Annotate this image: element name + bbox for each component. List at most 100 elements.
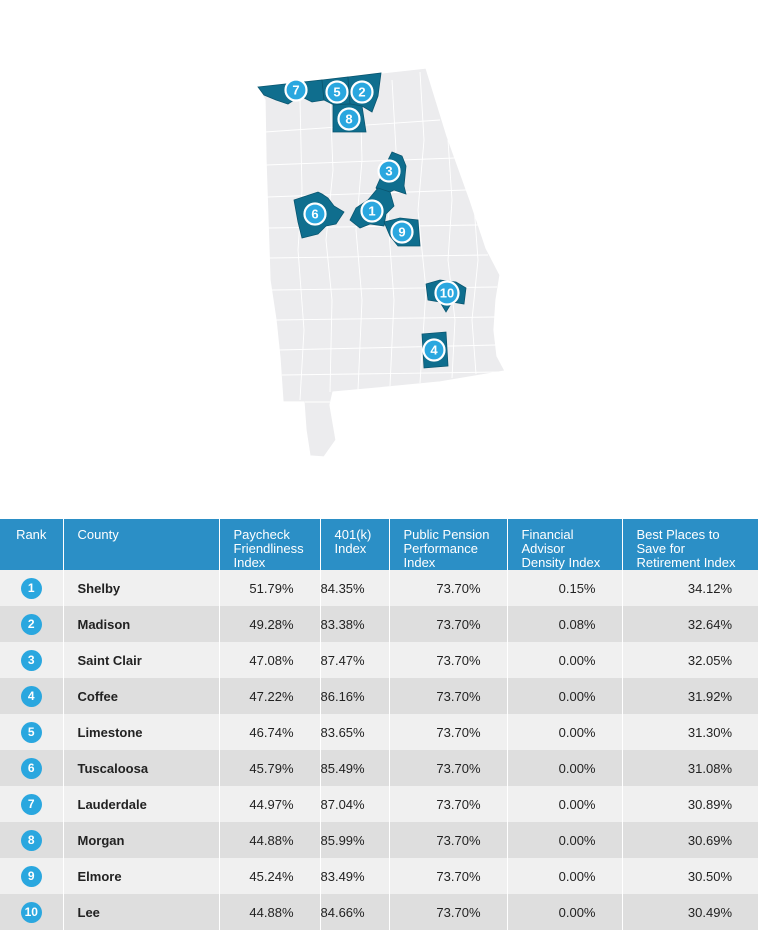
map-pin-circle [360, 199, 384, 223]
pension-cell: 73.70% [389, 606, 508, 642]
county-cell: Coffee [63, 678, 220, 714]
table-row: 6 Tuscaloosa 45.79% 85.49% 73.70% 0.00% 31.08% [0, 750, 758, 786]
paycheck-cell: 46.74% [219, 714, 321, 750]
header-line: Index [334, 541, 367, 556]
header-paycheck: Paycheck Friendliness Index [219, 519, 321, 570]
header-line: Rank [16, 527, 47, 542]
map-pin-label: 2 [358, 85, 365, 100]
rank-badge: 8 [20, 829, 42, 851]
table-row: 5 Limestone 46.74% 83.65% 73.70% 0.00% 31.30% [0, 714, 758, 750]
county-cell: Shelby [63, 570, 220, 606]
table-row: 7 Lauderdale 44.97% 87.04% 73.70% 0.00% 30.89% [0, 786, 758, 822]
table-row: 10 Lee 44.88% 84.66% 73.70% 0.00% 30.49% [0, 894, 758, 930]
rank-cell: 2 [0, 606, 64, 642]
best-cell: 32.64% [622, 606, 758, 642]
county-cell: Saint Clair [63, 642, 220, 678]
advisor-cell: 0.00% [507, 714, 623, 750]
rankings-table: Rank County Paycheck Friendliness Index 401(k… [0, 519, 758, 930]
header-line: Paycheck [233, 527, 290, 542]
k401-cell: 84.66% [320, 894, 390, 930]
rank-cell: 1 [0, 570, 64, 606]
rank-cell: 9 [0, 858, 64, 894]
paycheck-cell: 44.88% [219, 822, 321, 858]
best-cell: 30.69% [622, 822, 758, 858]
rank-badge: 7 [20, 793, 42, 815]
paycheck-cell: 47.08% [219, 642, 321, 678]
header-line: County [77, 527, 119, 542]
map-pin-circle [434, 280, 460, 306]
county-map: 7 5 2 8 3 6 1 9 10 4 [257, 67, 506, 458]
rank-cell: 3 [0, 642, 64, 678]
map-pin-label: 6 [311, 207, 318, 222]
k401-cell: 83.49% [320, 858, 390, 894]
k401-cell: 86.16% [320, 678, 390, 714]
map-pin-5: 5 [325, 80, 349, 104]
map-pin-circle [325, 80, 349, 104]
rank-cell: 7 [0, 786, 64, 822]
advisor-cell: 0.00% [507, 750, 623, 786]
header-pension: Public Pension Performance Index [389, 519, 508, 570]
best-cell: 30.49% [622, 894, 758, 930]
county-cell: Limestone [63, 714, 220, 750]
map-pin-circle [303, 202, 327, 226]
k401-cell: 87.47% [320, 642, 390, 678]
map-pin-label: 10 [440, 286, 454, 301]
rank-badge: 2 [20, 613, 42, 635]
rank-pins: 7 5 28 3 6 1 9 10 4 [284, 78, 460, 362]
pension-cell: 73.70% [389, 786, 508, 822]
advisor-cell: 0.00% [507, 894, 623, 930]
k401-cell: 85.99% [320, 822, 390, 858]
rank-cell: 8 [0, 822, 64, 858]
county-cell: Lauderdale [63, 786, 220, 822]
map-pin-circle [284, 78, 308, 102]
county-cell: Tuscaloosa [63, 750, 220, 786]
header-line: Density Index [521, 555, 601, 570]
map-pin-circle [350, 80, 374, 104]
header-line: Retirement Index [636, 555, 736, 570]
header-line: Public Pension [403, 527, 490, 542]
pension-cell: 73.70% [389, 570, 508, 606]
header-advisor: Financial Advisor Density Index [507, 519, 623, 570]
best-cell: 31.08% [622, 750, 758, 786]
table-row: 3 Saint Clair 47.08% 87.47% 73.70% 0.00% 32.05… [0, 642, 758, 678]
pension-cell: 73.70% [389, 894, 508, 930]
map-pin-circle [337, 107, 361, 131]
map-pin-label: 3 [385, 164, 392, 179]
header-county: County [63, 519, 220, 570]
rank-cell: 6 [0, 750, 64, 786]
best-cell: 31.92% [622, 678, 758, 714]
map-pin-label: 4 [430, 343, 438, 358]
header-line: Financial [521, 527, 574, 542]
header-line: Save for [636, 541, 685, 556]
rank-badge: 6 [20, 757, 42, 779]
pension-cell: 73.70% [389, 642, 508, 678]
rank-badge: 10 [20, 901, 42, 923]
table-header-row: Rank County Paycheck Friendliness Index 401(k… [0, 519, 758, 570]
map-pin-label: 1 [368, 204, 375, 219]
table-row: 1 Shelby 51.79% 84.35% 73.70% 0.15% 34.12% [0, 570, 758, 606]
pension-cell: 73.70% [389, 714, 508, 750]
map-pin-3: 3 [377, 159, 401, 183]
map-pin-6: 6 [303, 202, 327, 226]
header-rank: Rank [0, 519, 64, 570]
k401-cell: 83.65% [320, 714, 390, 750]
rank-badge: 1 [20, 577, 42, 599]
county-cell: Morgan [63, 822, 220, 858]
pension-cell: 73.70% [389, 678, 508, 714]
paycheck-cell: 45.79% [219, 750, 321, 786]
map-pin-2: 2 [350, 80, 374, 104]
paycheck-cell: 49.28% [219, 606, 321, 642]
map-pin-10: 10 [434, 280, 460, 306]
table-body: 1 Shelby 51.79% 84.35% 73.70% 0.15% 34.12% 2 Mad… [0, 570, 758, 930]
map-pin-circle [422, 338, 446, 362]
rank-cell: 4 [0, 678, 64, 714]
table-row: 8 Morgan 44.88% 85.99% 73.70% 0.00% 30.69% [0, 822, 758, 858]
table-row: 9 Elmore 45.24% 83.49% 73.70% 0.00% 30.50% [0, 858, 758, 894]
best-cell: 34.12% [622, 570, 758, 606]
header-line: Friendliness [233, 541, 304, 556]
header-line: Index [403, 555, 436, 570]
alabama-state-shape [257, 67, 506, 458]
advisor-cell: 0.00% [507, 786, 623, 822]
best-cell: 30.50% [622, 858, 758, 894]
map-pin-label: 7 [292, 83, 299, 98]
